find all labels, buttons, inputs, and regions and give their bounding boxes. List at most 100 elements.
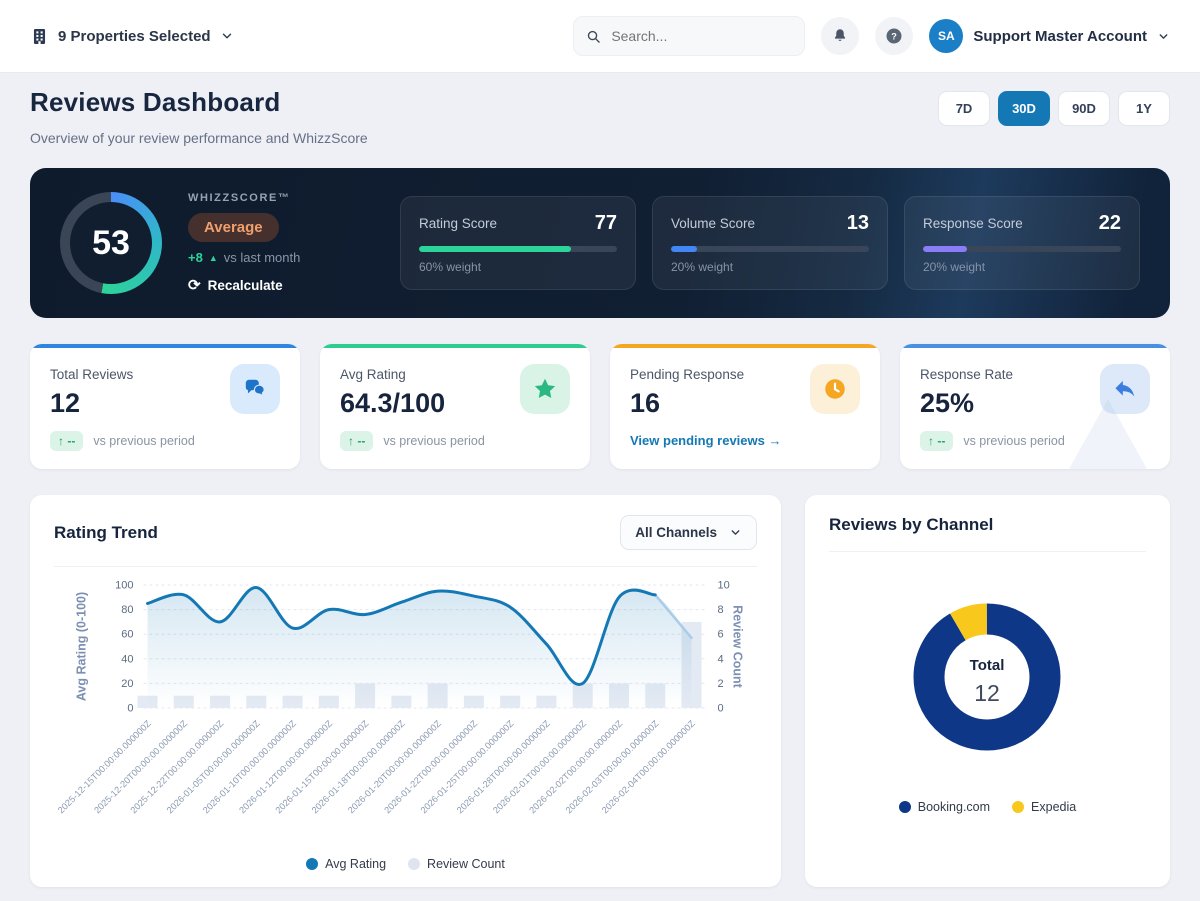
title-row: Reviews Dashboard Overview of your revie… [30, 87, 1170, 146]
stat-card-avg-rating: Avg Rating 64.3/100 ↑ -- vs previous per… [320, 344, 590, 469]
help-button[interactable]: ? [875, 17, 913, 55]
score-weight: 20% weight [671, 260, 869, 274]
avatar: SA [929, 19, 963, 53]
score-card-volume: Volume Score 13 20% weight [652, 196, 888, 290]
progress-track [923, 246, 1121, 252]
legend-label: Expedia [1031, 800, 1076, 814]
range-button-30d[interactable]: 30D [998, 91, 1050, 126]
progress-fill [671, 246, 697, 252]
whizzscore-value: 53 [92, 224, 130, 263]
reviews-by-channel-title: Reviews by Channel [829, 515, 993, 535]
search-input[interactable] [611, 28, 792, 44]
notifications-button[interactable] [821, 17, 859, 55]
legend-label: Review Count [427, 857, 505, 871]
page-title: Reviews Dashboard [30, 87, 368, 118]
topbar-actions: ? SA Support Master Account [573, 16, 1170, 56]
score-value: 13 [847, 212, 869, 235]
range-button-1y[interactable]: 1Y [1118, 91, 1170, 126]
score-value: 22 [1099, 212, 1121, 235]
building-icon [30, 27, 49, 46]
svg-text:0: 0 [127, 703, 133, 715]
rating-trend-chart: 00202404606808100102025-12-15T00:00:00.0… [54, 567, 757, 852]
question-mark-icon: ? [884, 26, 904, 46]
svg-text:8: 8 [718, 604, 724, 616]
range-button-7d[interactable]: 7D [938, 91, 990, 126]
legend-dot [408, 858, 420, 870]
svg-text:Total: Total [970, 657, 1005, 674]
stat-value: 12 [50, 388, 133, 419]
recalculate-label: Recalculate [208, 278, 283, 293]
main-content: Reviews Dashboard Overview of your revie… [0, 73, 1200, 887]
whizzscore-delta: +8 ▲ vs last month [188, 250, 300, 265]
watermark-triangle [1060, 399, 1156, 469]
search-box[interactable] [573, 16, 805, 56]
account-menu[interactable]: SA Support Master Account [929, 19, 1170, 53]
search-icon [586, 28, 601, 45]
stat-suffix: vs previous period [93, 434, 194, 448]
stat-label: Pending Response [630, 367, 744, 382]
property-selector[interactable]: 9 Properties Selected [30, 27, 234, 46]
progress-fill [923, 246, 967, 252]
channel-donut-chart: Total 12 [829, 562, 1146, 800]
stat-value: 64.3/100 [340, 388, 445, 419]
chat-bubbles-icon [230, 364, 280, 414]
whizzscore-summary: 53 WHIZZSCORE™ Average +8 ▲ vs last mont… [60, 192, 300, 294]
trend-legend: Avg Rating Review Count [54, 857, 757, 871]
legend-dot [1012, 801, 1024, 813]
score-value: 77 [595, 212, 617, 235]
chevron-down-icon [1157, 30, 1170, 43]
svg-text:2: 2 [718, 678, 724, 690]
legend-label: Booking.com [918, 800, 990, 814]
legend-dot [899, 801, 911, 813]
whizzscore-gauge: 53 [60, 192, 162, 294]
accent-bar [610, 344, 880, 348]
svg-text:6: 6 [718, 629, 724, 641]
range-button-90d[interactable]: 90D [1058, 91, 1110, 126]
legend-item-expedia: Expedia [1012, 800, 1076, 814]
trend-badge: ↑ -- [340, 431, 373, 451]
reviews-by-channel-card: Reviews by Channel Total 12 Booking.com E… [805, 495, 1170, 887]
recalculate-button[interactable]: ⟳ Recalculate [188, 276, 283, 294]
accent-bar [30, 344, 300, 348]
bell-icon [831, 27, 849, 45]
score-components: Rating Score 77 60% weight Volume Score … [400, 196, 1140, 290]
top-bar: 9 Properties Selected ? SA S [0, 0, 1200, 73]
svg-text:4: 4 [718, 653, 724, 665]
rating-trend-card: Rating Trend All Channels 00202404606808… [30, 495, 781, 887]
progress-fill [419, 246, 571, 252]
delta-value: +8 [188, 250, 203, 265]
trend-badge: ↑ -- [920, 431, 953, 451]
whizzscore-hero-card: 53 WHIZZSCORE™ Average +8 ▲ vs last mont… [30, 168, 1170, 318]
score-weight: 20% weight [923, 260, 1121, 274]
score-name: Response Score [923, 216, 1023, 231]
legend-dot [306, 858, 318, 870]
svg-text:Review Count: Review Count [731, 605, 745, 688]
chevron-down-icon [220, 29, 234, 43]
stat-label: Total Reviews [50, 367, 133, 382]
delta-text: vs last month [224, 250, 301, 265]
legend-label: Avg Rating [325, 857, 386, 871]
progress-track [671, 246, 869, 252]
channel-filter-select[interactable]: All Channels [620, 515, 757, 550]
svg-text:?: ? [892, 31, 898, 41]
svg-text:20: 20 [121, 678, 133, 690]
score-card-rating: Rating Score 77 60% weight [400, 196, 636, 290]
svg-text:60: 60 [121, 629, 133, 641]
stat-card-total-reviews: Total Reviews 12 ↑ -- vs previous period [30, 344, 300, 469]
svg-text:0: 0 [718, 703, 724, 715]
channel-legend: Booking.com Expedia [829, 800, 1146, 814]
score-name: Rating Score [419, 216, 497, 231]
svg-text:12: 12 [974, 680, 1000, 706]
property-selector-label: 9 Properties Selected [58, 28, 211, 45]
progress-track [419, 246, 617, 252]
legend-item-review-count: Review Count [408, 857, 505, 871]
stat-card-response-rate: Response Rate 25% ↑ -- vs previous perio… [900, 344, 1170, 469]
trend-badge: ↑ -- [50, 431, 83, 451]
refresh-icon: ⟳ [188, 276, 201, 294]
channel-filter-value: All Channels [635, 525, 717, 540]
view-pending-reviews-link[interactable]: View pending reviews → [630, 433, 781, 448]
clock-icon [810, 364, 860, 414]
score-card-response: Response Score 22 20% weight [904, 196, 1140, 290]
stat-suffix: vs previous period [963, 434, 1064, 448]
accent-bar [900, 344, 1170, 348]
